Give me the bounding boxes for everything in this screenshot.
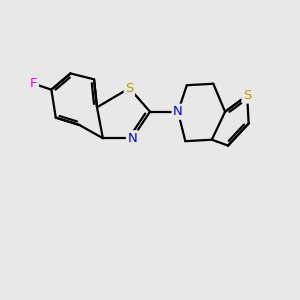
Text: N: N: [128, 132, 137, 145]
Text: S: S: [243, 89, 251, 102]
Text: S: S: [125, 82, 134, 95]
Text: N: N: [173, 105, 183, 118]
Text: F: F: [30, 77, 38, 90]
